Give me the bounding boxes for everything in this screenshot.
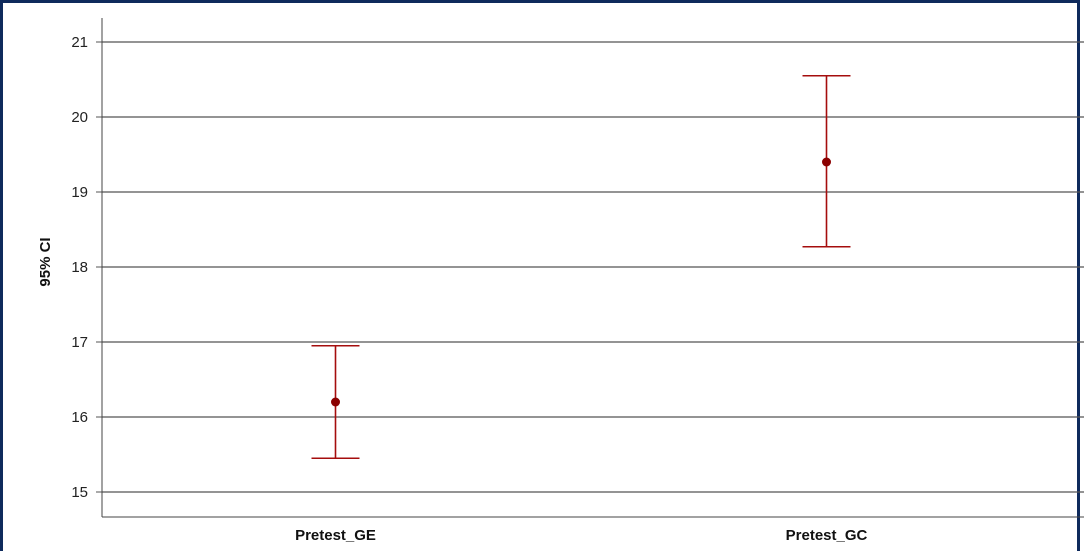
axes	[96, 18, 1084, 518]
y-tick-label-19: 19	[71, 184, 88, 201]
y-tick-label-15: 15	[71, 484, 88, 501]
mean-point	[331, 397, 340, 407]
mean-point	[822, 157, 831, 167]
error-bars	[311, 74, 851, 460]
x-category-label-pretest-gc: Pretest_GC	[786, 527, 868, 544]
y-tick-label-20: 20	[71, 109, 88, 126]
gridlines	[102, 41, 1084, 493]
y-axis-title: 95% CI	[37, 237, 54, 286]
errorbar-pretest-gc	[802, 74, 851, 248]
y-tick-label-16: 16	[71, 409, 88, 426]
y-tick-label-18: 18	[71, 259, 88, 276]
y-tick-label-17: 17	[71, 334, 88, 351]
x-category-label-pretest-ge: Pretest_GE	[295, 527, 376, 544]
errorbar-pretest-ge	[311, 344, 360, 460]
x-category-labels: Pretest_GE Pretest_GC	[295, 527, 867, 544]
y-tick-labels: 15 16 17 18 19 20 21	[71, 34, 88, 501]
y-tick-label-21: 21	[71, 34, 88, 51]
